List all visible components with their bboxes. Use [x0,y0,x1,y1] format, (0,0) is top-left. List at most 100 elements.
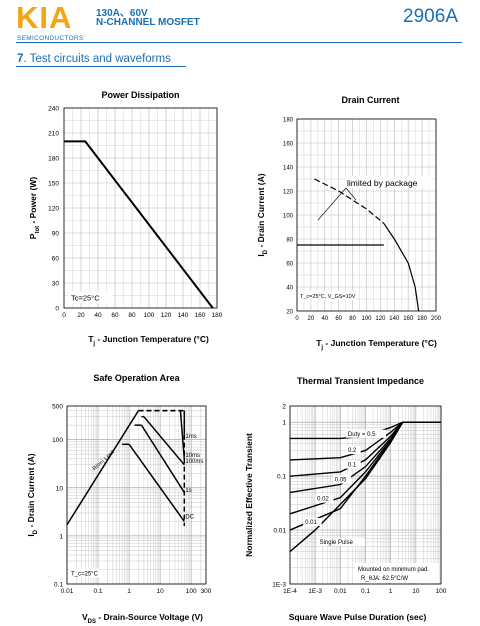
chart2-ylabel-sub: D [263,249,269,254]
chart2-y-tick: 120 [283,190,294,196]
chart4-curve-label: 0.01 [305,520,317,526]
chart4-note-line1: Mounted on minimum pad. [358,567,429,573]
chart1-x-tick: 80 [128,312,136,319]
chart2-y-tick: 60 [286,262,293,268]
chart2-x-tick: 20 [308,316,315,322]
chart4-y-tick: 2 [282,404,286,411]
chart2-x-tick: 120 [375,316,386,322]
chart3-curve-label: 10ms [185,453,200,459]
chart4-y-tick: 0.1 [277,474,286,481]
chart1-series-line [64,140,214,309]
chart3-x-tick: 10 [157,588,165,595]
chart1-frame [63,107,218,309]
chart1-x-tick: 40 [94,312,102,319]
chart4-y-tick: 0.01 [273,528,286,535]
chart3-xlabel-sub: DS [88,619,96,625]
chart4-curve-label: 0.2 [348,448,357,454]
chart2-ylabel-rest: - Drain Current (A) [256,173,266,250]
chart4-curve-label-bg [317,538,365,547]
chart1-ylabel-sub: tot [35,226,41,234]
chart1-title: Power Dissipation [101,90,179,100]
chart1-y-tick: 30 [52,281,60,288]
chart1-x-tick: 180 [212,312,223,319]
chart4-title: Thermal Transient Impedance [297,376,424,386]
chart3-curve-slope [140,424,185,493]
chart3-y-tick: 500 [52,404,63,411]
chart4-x-tick: 1 [389,588,393,595]
chart3-annotation-bg [69,568,99,578]
chart3-title: Safe Operation Area [93,373,180,383]
chart1-y-tick: 90 [52,231,60,238]
chart4-y-tick: 1 [282,420,286,427]
chart4-x-tick: 100 [436,588,447,595]
chart1-y-tick: 180 [48,156,59,163]
chart4-curve-label-bg [332,475,352,484]
chart4-x-tick: 1E-4 [283,588,297,595]
chart2-annotation: limited by package [347,178,418,188]
chart3-ron-limit-line [66,410,140,526]
chart3-x-tick: 100 [186,588,197,595]
chart3-x-tick: 0.01 [61,588,74,595]
section-underline [16,66,186,67]
chart1-xlabel: Tj - Junction Temperature (°C) [88,334,209,347]
chart4-y-tick: 1E-3 [272,582,286,589]
chart1-x-tick: 100 [144,312,155,319]
chart3-y-tick: 100 [52,437,63,444]
chart4-curve-label: Single Pulse [320,540,354,546]
chart4-x-tick: 10 [412,588,420,595]
chart3-y-tick: 0.1 [54,582,63,589]
chart1-x-tick: 120 [161,312,172,319]
chart4-x-tick: 1E-3 [308,588,322,595]
company-logo: KIA [16,0,73,35]
chart3-xlabel-main: V [82,612,88,622]
chart3-ylabel: ID - Drain Current (A) [26,453,39,536]
chart3-ylabel-sub: D [33,529,39,534]
chart2-annotation-bg [345,176,431,188]
chart1-x-tick: 0 [62,312,66,319]
chart1-xlabel-main: T [88,334,94,344]
chart1-y-tick: 240 [48,106,59,113]
chart1-x-tick: 20 [77,312,85,319]
chart3-y-tick: 1 [59,533,63,540]
chart2-x-tick: 60 [335,316,342,322]
chart2-y-tick: 40 [286,286,293,292]
chart1-xlabel-sub: j [92,341,95,347]
chart3-curve-label: 100ms [185,459,203,465]
chart2-y-tick: 140 [283,166,294,172]
chart3-xlabel-rest: - Drain-Source Voltage (V) [96,612,203,622]
chart3-curve-slope [143,416,185,466]
chart2-note: T_c=25°C, V_GS=10V [300,294,356,300]
chart3-xlabel: VDS - Drain-Source Voltage (V) [82,612,203,625]
chart3-curve-slope [128,443,185,522]
chart4-curve-label: 0.1 [348,463,357,469]
chart4-curve-label: Duty = 0.5 [348,432,376,438]
chart3-x-tick: 300 [201,588,212,595]
chart1-ylabel: Ptot - Power (W) [28,177,41,240]
chart2-x-tick: 80 [349,316,356,322]
chart1-x-tick: 160 [195,312,206,319]
chart1-ylabel-rest: - Power (W) [28,177,38,226]
chart2-frame [296,118,437,312]
chart2-x-tick: 40 [321,316,328,322]
chart1-y-tick: 120 [48,206,59,213]
chart1-x-tick: 140 [178,312,189,319]
chart3-x-tick: 0.1 [94,588,103,595]
chart3-annotation: T_c=25°C [71,572,99,578]
chart1-y-tick: 150 [48,181,59,188]
chart3-curve-label: DC [185,515,194,521]
chart2-annotation-arrow [317,187,347,221]
chart3-boundary-label: R(on) Limit [92,449,116,472]
chart1-annotation: Tc=25°C [71,293,100,302]
chart1-annotation-bg [68,291,112,304]
chart2-y-tick: 100 [283,214,294,220]
chart2-y-tick: 180 [283,118,294,124]
chart3-curve-label: 1ms [185,434,196,440]
chart4-curve [289,421,441,553]
chart2-x-tick: 160 [403,316,414,322]
chart2-annotation-arrow [345,187,357,201]
chart1-y-tick: 60 [52,256,60,263]
chart4-note-line2: R_θJA: 62.5°C/W [361,576,408,582]
chart1-y-tick: 210 [48,131,59,138]
chart4-curve-label-bg [345,429,386,438]
